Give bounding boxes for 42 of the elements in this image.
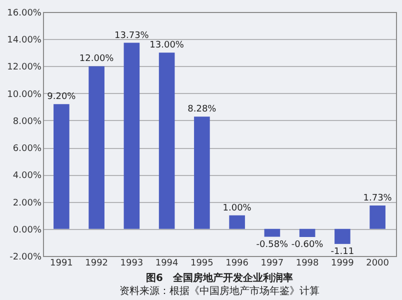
y-tick-label: 4.00% (12, 171, 42, 182)
bar (54, 104, 70, 229)
x-tick-label: 1999 (330, 258, 354, 268)
x-tick-label: 1997 (260, 258, 284, 268)
x-tick-label: 1994 (155, 258, 179, 268)
data-label: 1.00% (222, 203, 252, 214)
data-label: -0.58% (256, 240, 289, 250)
bar (299, 228, 316, 238)
bar (124, 42, 140, 229)
y-tick-label: 2.00% (12, 198, 42, 208)
bar (264, 228, 280, 237)
bar (370, 205, 386, 229)
y-tick-label: -2.00% (10, 252, 42, 262)
data-label: -0.60% (291, 240, 324, 250)
y-tick-label: 12.00% (7, 62, 42, 73)
y-tick-label: 16.00% (7, 8, 42, 18)
data-label: 8.28% (188, 104, 217, 115)
x-tick-label: 1991 (50, 258, 73, 268)
data-label: 1.73% (363, 193, 392, 204)
x-tick-label: 1998 (296, 258, 320, 268)
bar (158, 52, 175, 229)
data-label: 13.73% (114, 30, 150, 41)
data-label: 13.00% (150, 40, 184, 51)
bar (229, 215, 245, 229)
data-label: 9.20% (47, 92, 76, 102)
x-tick-label: 1995 (190, 258, 214, 268)
bar (194, 116, 210, 229)
data-label: -1.11 (330, 246, 354, 257)
y-tick-label: 14.00% (7, 36, 42, 46)
x-tick-label: 2000 (366, 258, 390, 268)
data-label: 12.00% (79, 54, 114, 64)
text: 资料来源：根据《中国房地产市场年鉴》计算 (120, 285, 320, 297)
x-tick-label: 1996 (226, 258, 249, 268)
bar (334, 228, 350, 244)
x-tick-label: 1993 (120, 258, 144, 268)
y-tick-label: 6.00% (12, 144, 42, 154)
text: 图6 全国房地产开发企业利润率 (146, 272, 293, 284)
bar (88, 66, 104, 229)
y-tick-label: 8.00% (12, 116, 42, 127)
y-tick-label: 0.00% (12, 225, 42, 236)
y-tick-label: 10.00% (7, 90, 42, 100)
x-tick-label: 1992 (85, 258, 108, 268)
